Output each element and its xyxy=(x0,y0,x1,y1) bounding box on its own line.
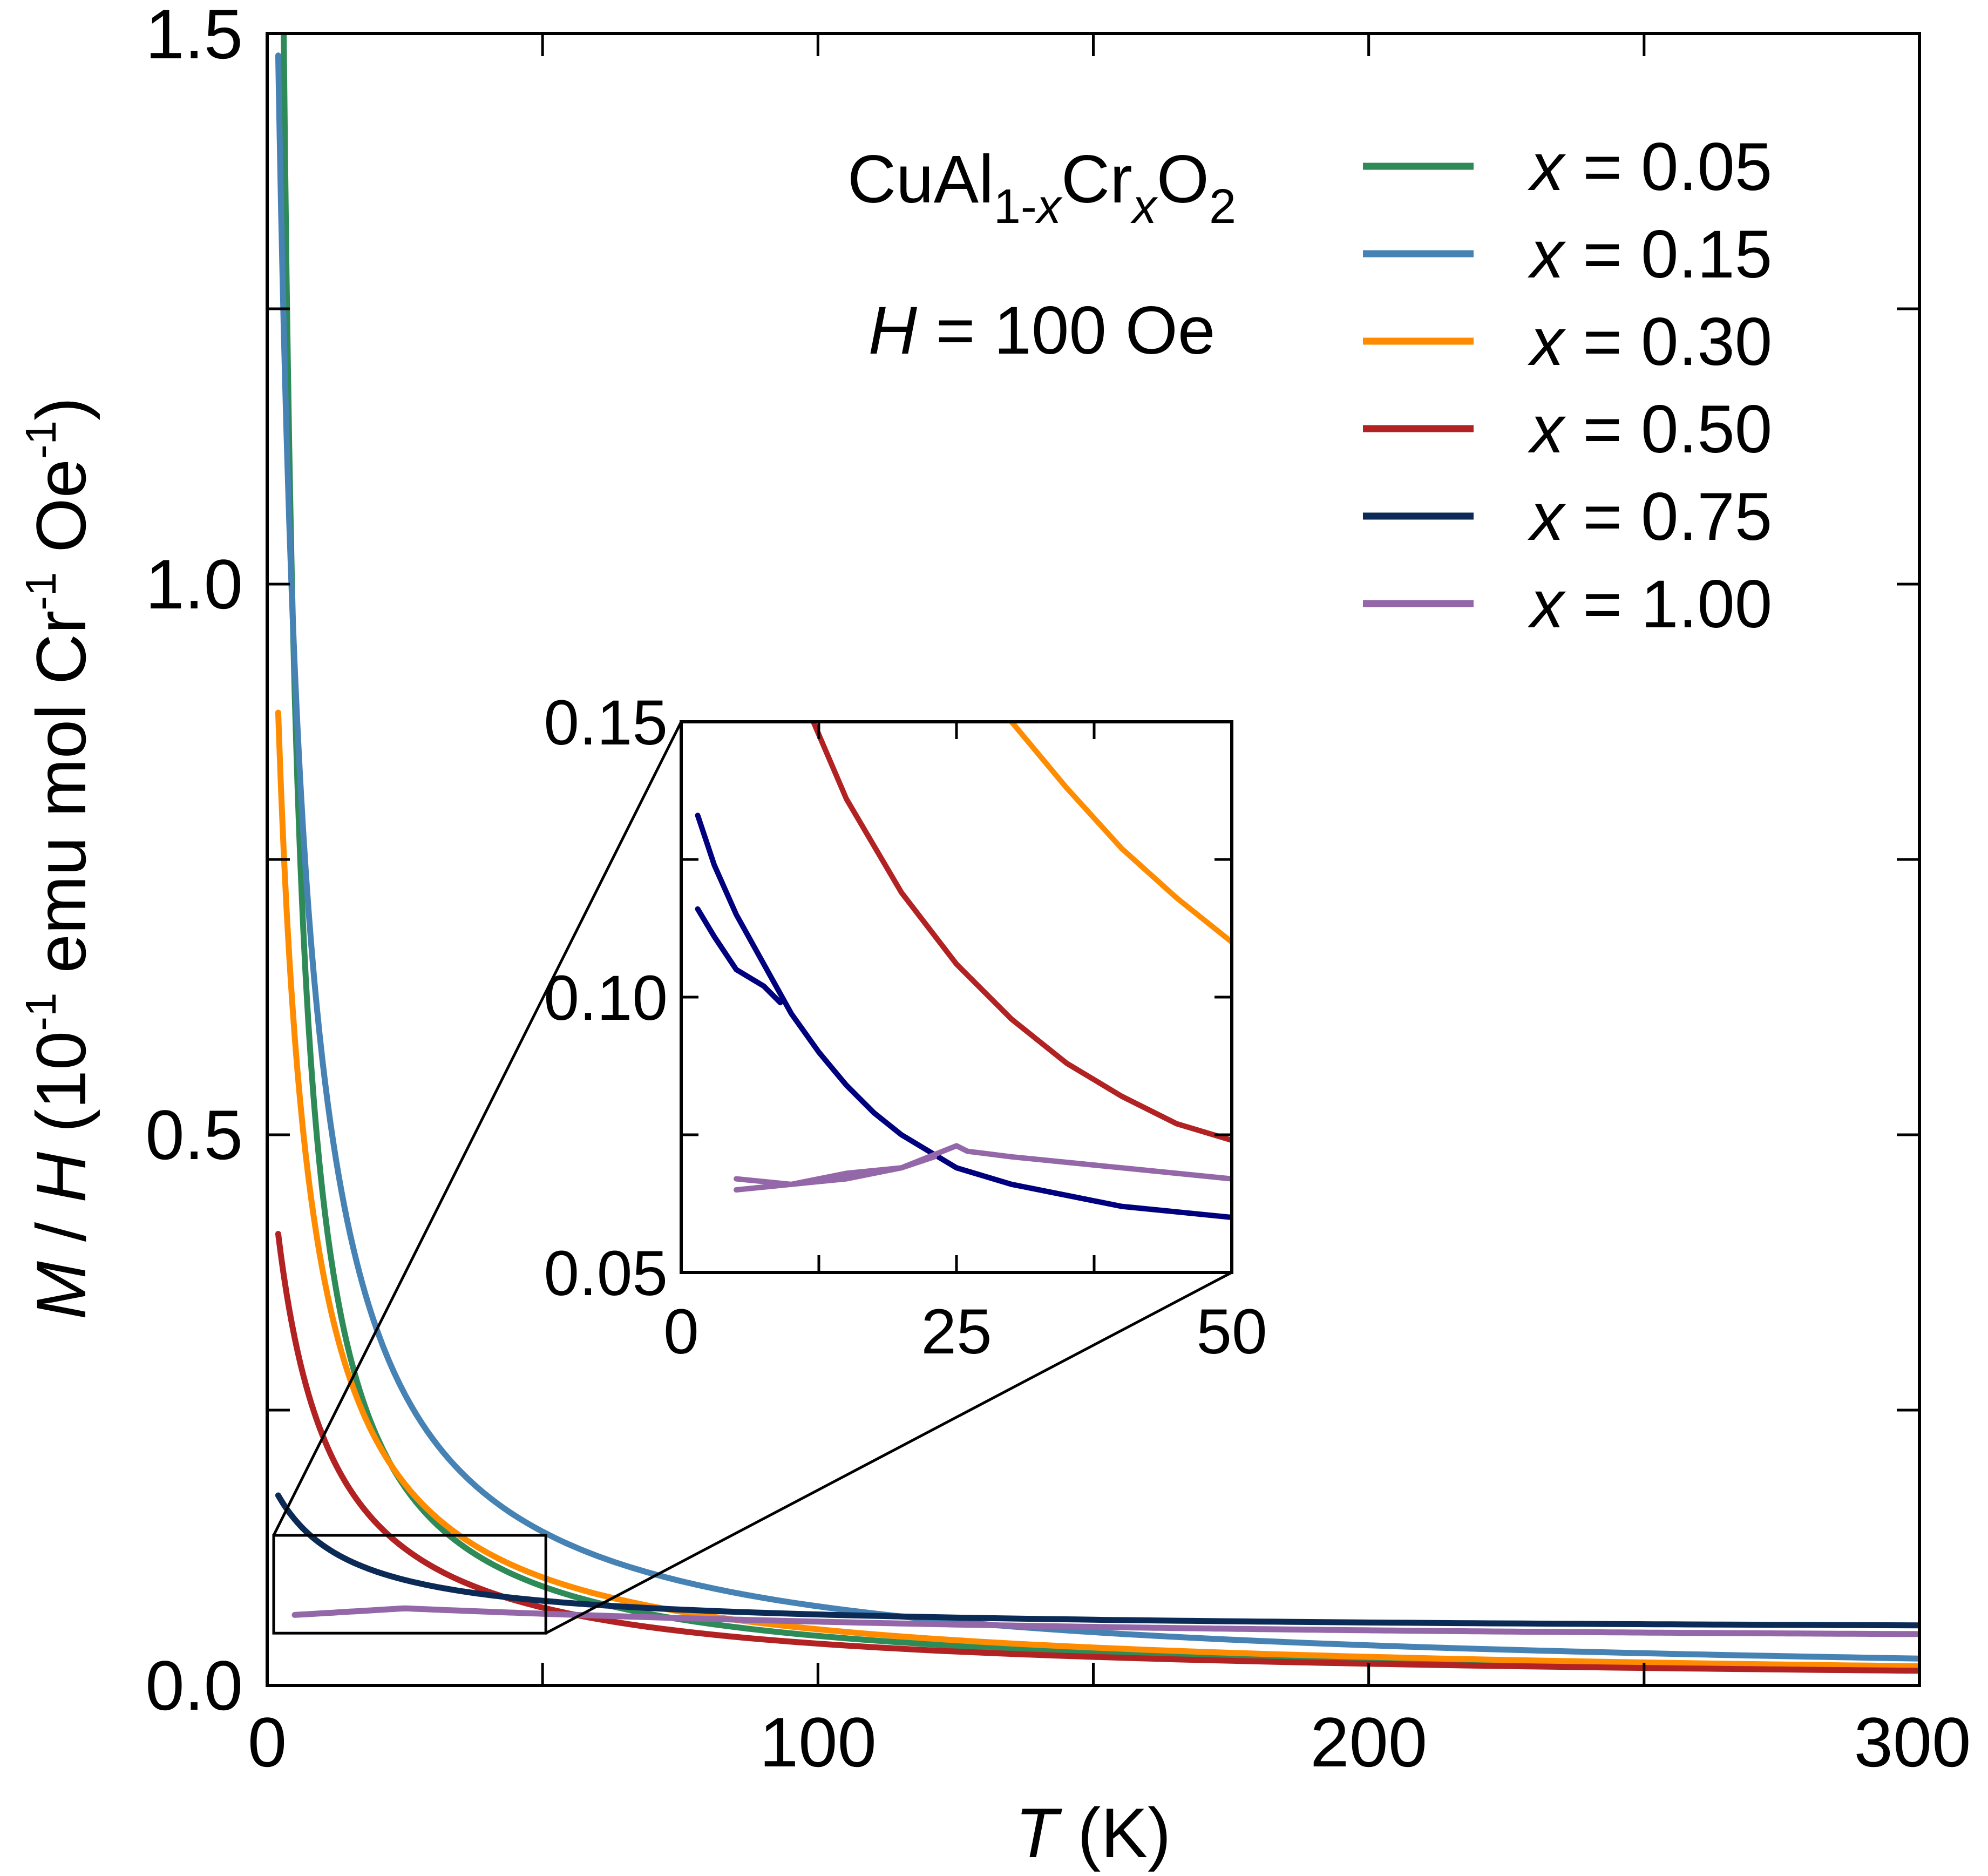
legend: x = 0.05 x = 0.15 x = 0.30 x = 0.50 x = 0.75… xyxy=(1363,130,1772,642)
x-tick-label: 200 xyxy=(1310,1703,1427,1782)
legend-label: x = 0.30 xyxy=(1528,304,1772,380)
legend-entry-x-0-15: x = 0.15 xyxy=(1363,217,1772,292)
inset-x-tick-label: 0 xyxy=(663,1296,699,1367)
series-line-x-1-00 xyxy=(291,1605,1919,1637)
inset-series-line-x-1-00-branch xyxy=(734,1154,938,1193)
legend-entry-x-0-50: x = 0.50 xyxy=(1363,392,1772,467)
compound-formula-label: CuAl1-xCrxO2 xyxy=(847,142,1236,234)
zoom-connector-line xyxy=(545,1271,1233,1635)
legend-label: x = 0.15 xyxy=(1528,217,1772,292)
main-plot-frame xyxy=(266,32,1921,1687)
y-tick-label: 0.5 xyxy=(145,1095,243,1174)
zoom-box xyxy=(272,1534,547,1635)
field-label: H = 100 Oe xyxy=(869,293,1216,368)
inset-series-line-x-0-30 xyxy=(1009,722,1232,945)
inset-y-tick-label: 0.10 xyxy=(544,963,668,1034)
zoom-connector-line xyxy=(272,721,683,1536)
inset-background xyxy=(681,722,1232,1272)
inset-series xyxy=(695,722,1232,1220)
legend-entry-x-0-05: x = 0.05 xyxy=(1363,130,1772,205)
inset-x-tick-label: 50 xyxy=(1196,1296,1267,1367)
series-line-x-0-75 xyxy=(275,1492,1919,1629)
legend-label: x = 1.00 xyxy=(1528,567,1772,642)
inset-y-tick-label: 0.05 xyxy=(544,1238,668,1309)
legend-entry-x-1-00: x = 1.00 xyxy=(1363,567,1772,642)
inset-series-line-x-1-00 xyxy=(734,1143,1232,1187)
inset-x-tick-label: 25 xyxy=(921,1296,992,1367)
y-tick-label: 0.0 xyxy=(145,1646,243,1725)
legend-entry-x-0-30: x = 0.30 xyxy=(1363,304,1772,380)
series-line-x-0-30 xyxy=(275,709,1919,1669)
y-tick-label: 1.5 xyxy=(145,0,243,73)
inset-series-line-x-0-75 xyxy=(695,812,1232,1220)
inset-plot: 0 25 50 0.05 0.10 0.15 xyxy=(544,687,1267,1367)
main-plot-series xyxy=(275,33,1919,1674)
x-axis-title: T (K) xyxy=(1015,1793,1171,1872)
zoom-indicator xyxy=(272,721,1233,1635)
inset-y-tick-label: 0.15 xyxy=(544,687,668,758)
x-tick-label: 100 xyxy=(759,1703,877,1782)
x-tick-label: 300 xyxy=(1854,1703,1971,1782)
y-tick-label: 1.0 xyxy=(145,545,243,624)
x-tick-label: 0 xyxy=(248,1703,287,1782)
legend-label: x = 0.50 xyxy=(1528,392,1772,467)
series-line-x-0-15 xyxy=(275,52,1919,1662)
legend-label: x = 0.05 xyxy=(1528,130,1772,205)
y-axis-title: M / H (10-1 emu mol Cr-1 Oe-1) xyxy=(17,397,100,1320)
inset-series-line-x-0-50 xyxy=(810,722,1232,1143)
inset-tick-labels: 0 25 50 0.05 0.10 0.15 xyxy=(544,687,1267,1367)
legend-entry-x-0-75: x = 0.75 xyxy=(1363,479,1772,554)
inset-frame xyxy=(680,720,1233,1274)
inset-series-line-x-0-75-branch xyxy=(695,906,783,1006)
legend-label: x = 0.75 xyxy=(1528,479,1772,554)
main-tick-labels: 0 100 200 300 0.0 0.5 1.0 1.5 xyxy=(145,0,1971,1782)
series-line-x-0-50 xyxy=(275,1231,1919,1674)
